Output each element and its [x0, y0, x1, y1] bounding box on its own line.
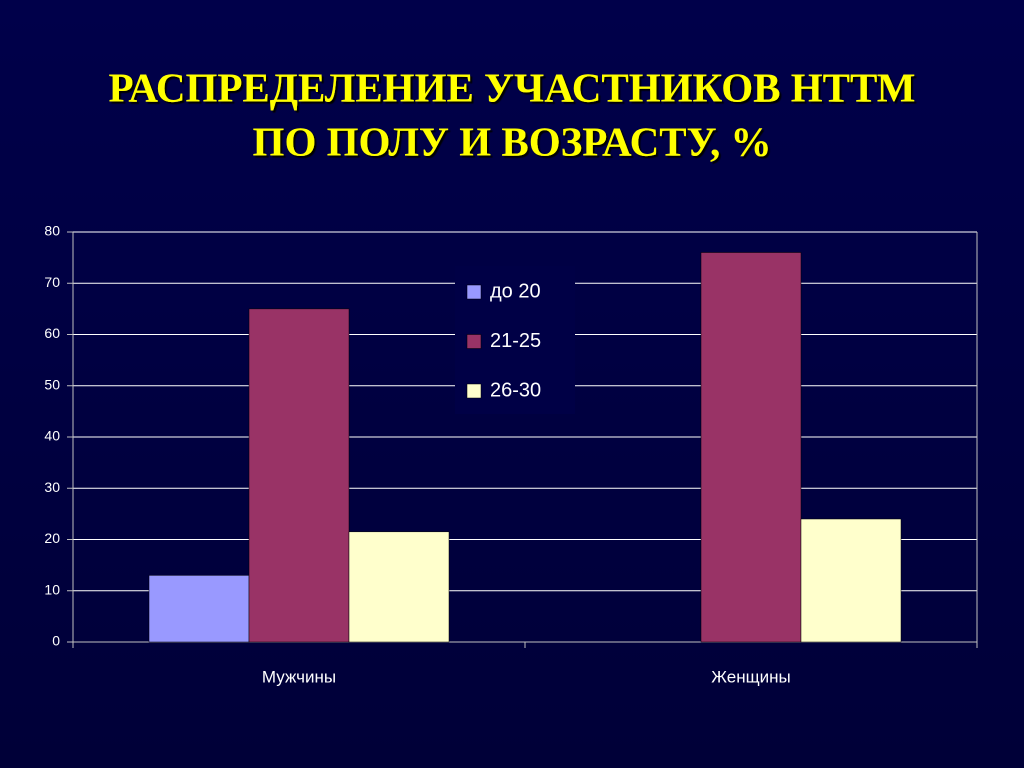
bar: [348, 531, 450, 643]
legend-swatch: [466, 284, 482, 300]
y-tick-label: 50: [44, 376, 60, 392]
legend-label: 21-25: [490, 330, 541, 352]
legend-label: до 20: [490, 280, 541, 302]
legend-swatch: [466, 383, 482, 399]
chart-title: ПО ПОЛУ И ВОЗРАСТУ, %: [253, 118, 772, 164]
y-tick-label: 30: [44, 479, 60, 495]
y-tick-label: 40: [44, 428, 60, 444]
y-tick-label: 20: [44, 530, 60, 546]
bar: [148, 575, 250, 643]
chart-title: РАСПРЕДЕЛЕНИЕ УЧАСТНИКОВ НТТМ: [109, 64, 916, 110]
bar: [248, 308, 350, 643]
y-tick-label: 10: [44, 581, 60, 597]
bar: [700, 252, 802, 643]
y-tick-label: 60: [44, 325, 60, 341]
x-tick-label: Мужчины: [262, 667, 336, 686]
legend-swatch: [466, 334, 482, 349]
legend-label: 26-30: [490, 379, 541, 401]
bar: [800, 518, 902, 643]
y-tick-label: 0: [52, 633, 60, 649]
y-tick-label: 80: [44, 223, 60, 239]
x-tick-label: Женщины: [711, 667, 790, 686]
y-tick-label: 70: [44, 274, 60, 290]
